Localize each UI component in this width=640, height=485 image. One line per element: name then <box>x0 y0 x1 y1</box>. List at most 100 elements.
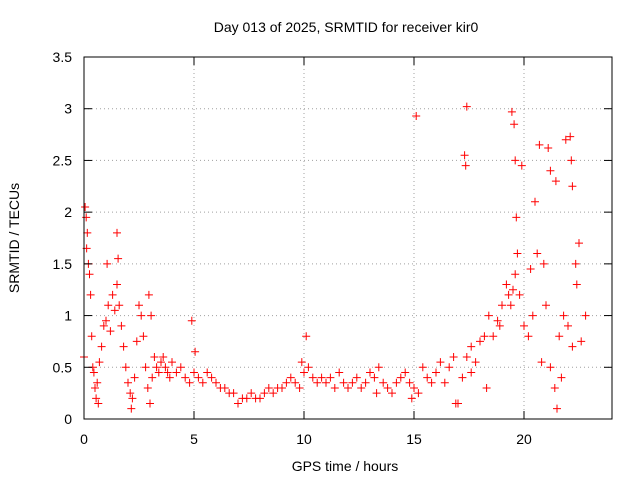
x-tick-label: 0 <box>80 431 88 447</box>
data-point <box>152 363 161 372</box>
data-point <box>515 290 524 299</box>
data-point <box>114 254 123 263</box>
data-point <box>440 378 449 387</box>
x-tick-label: 15 <box>406 431 422 447</box>
data-point <box>326 373 335 382</box>
data-point <box>191 347 200 356</box>
data-point <box>113 280 121 289</box>
data-point <box>480 332 489 341</box>
data-point <box>161 363 170 372</box>
data-point <box>344 383 352 392</box>
data-point <box>168 358 176 367</box>
data-point <box>137 311 146 320</box>
data-point <box>498 301 506 310</box>
data-point <box>462 102 471 111</box>
data-point <box>113 228 121 237</box>
data-point <box>467 368 476 377</box>
data-point <box>471 358 480 367</box>
data-point <box>467 342 476 351</box>
data-point <box>484 311 493 320</box>
data-point <box>148 373 157 382</box>
data-point <box>92 394 101 403</box>
data-point <box>264 383 273 392</box>
data-point <box>507 107 516 116</box>
data-point <box>511 270 520 279</box>
data-point <box>372 389 381 398</box>
data-point <box>172 368 181 377</box>
data-point <box>361 378 370 387</box>
data-point <box>117 321 126 330</box>
y-tick-label: 3 <box>64 101 72 117</box>
data-point <box>102 316 110 325</box>
data-point <box>286 373 295 382</box>
data-point <box>542 301 550 310</box>
data-point <box>207 373 216 382</box>
data-point <box>127 404 136 413</box>
data-point <box>135 301 143 310</box>
data-point <box>97 342 106 351</box>
data-point <box>482 383 491 392</box>
data-point <box>143 383 152 392</box>
data-point <box>458 373 467 382</box>
data-point <box>370 373 379 382</box>
plot-frame <box>83 56 613 420</box>
data-point <box>260 389 269 398</box>
chart-title: Day 013 of 2025, SRMTID for receiver kir… <box>214 19 479 35</box>
data-point <box>124 378 132 387</box>
x-tick-label: 5 <box>190 431 198 447</box>
data-point <box>115 301 124 310</box>
data-point <box>144 290 153 299</box>
axis-ticks: 0 0.5 1 1.5 2 2.5 3 3.5 0 5 10 15 20 <box>53 49 612 447</box>
data-point <box>520 321 528 330</box>
y-tick-label: 2 <box>64 204 72 220</box>
data-point <box>95 358 104 367</box>
data-point <box>104 301 113 310</box>
data-point <box>150 352 159 361</box>
data-point <box>517 161 526 170</box>
data-point <box>561 135 570 144</box>
data-point <box>546 363 555 372</box>
data-point <box>313 378 322 387</box>
data-point <box>282 378 291 387</box>
data-point <box>256 394 264 403</box>
grid-lines <box>84 57 612 419</box>
data-point <box>81 202 90 211</box>
data-point <box>146 399 154 408</box>
data-point <box>546 166 555 175</box>
x-tick-label: 10 <box>296 431 312 447</box>
data-point <box>506 301 515 310</box>
data-point <box>461 161 470 170</box>
data-point <box>308 373 317 382</box>
data-point <box>493 316 502 325</box>
data-point <box>410 383 418 392</box>
data-point <box>185 378 194 387</box>
data-point <box>539 259 548 268</box>
data-point <box>94 399 103 408</box>
data-point <box>571 259 580 268</box>
data-point <box>139 332 148 341</box>
data-point <box>154 368 163 377</box>
data-point <box>568 182 577 191</box>
data-point <box>93 378 102 387</box>
data-point <box>572 280 581 289</box>
data-point <box>302 332 311 341</box>
data-point <box>564 321 572 330</box>
data-point <box>509 285 517 294</box>
data-point <box>322 378 330 387</box>
data-point <box>242 394 251 403</box>
data-point <box>132 337 141 346</box>
data-point <box>388 389 396 398</box>
data-point <box>544 144 553 153</box>
y-tick-label: 1.5 <box>53 256 73 272</box>
data-point <box>432 368 440 377</box>
data-point <box>159 352 168 361</box>
data-point <box>103 259 112 268</box>
data-point <box>110 306 119 315</box>
data-point <box>528 311 537 320</box>
data-point <box>418 363 427 372</box>
data-point <box>512 213 521 222</box>
data-point <box>510 120 519 129</box>
data-point <box>526 265 535 274</box>
data-point <box>502 280 511 289</box>
data-point <box>212 378 220 387</box>
